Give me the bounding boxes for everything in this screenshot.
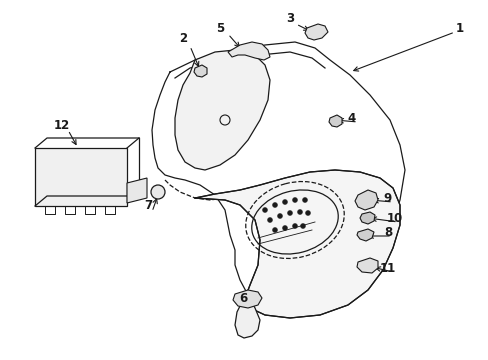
Polygon shape [354,190,377,210]
Text: 3: 3 [285,12,293,24]
Polygon shape [232,290,262,308]
Circle shape [262,207,267,212]
Text: 11: 11 [379,261,395,274]
Text: 8: 8 [383,225,391,239]
Text: 5: 5 [215,22,224,35]
Polygon shape [356,229,373,241]
Circle shape [151,185,164,199]
Text: 6: 6 [238,292,246,305]
Circle shape [282,199,287,204]
Text: 4: 4 [347,112,355,125]
Polygon shape [305,24,327,40]
Text: 12: 12 [54,118,70,131]
Circle shape [272,228,277,233]
Polygon shape [175,50,269,170]
Polygon shape [194,65,206,77]
Circle shape [292,198,297,202]
Circle shape [302,198,307,202]
Polygon shape [356,258,377,273]
Polygon shape [195,170,399,318]
Circle shape [300,224,305,229]
Text: 2: 2 [179,32,187,45]
Circle shape [297,210,302,215]
Circle shape [277,213,282,219]
Polygon shape [227,42,269,60]
Circle shape [305,211,310,216]
Polygon shape [35,148,127,206]
Circle shape [282,225,287,230]
Circle shape [292,224,297,229]
Polygon shape [127,178,147,203]
Polygon shape [235,295,260,338]
Polygon shape [328,115,341,127]
Circle shape [272,202,277,207]
Text: 1: 1 [455,22,463,35]
Circle shape [287,211,292,216]
Circle shape [267,217,272,222]
Text: 10: 10 [386,212,402,225]
Polygon shape [359,212,374,224]
Text: 7: 7 [143,198,152,212]
Text: 9: 9 [383,192,391,204]
